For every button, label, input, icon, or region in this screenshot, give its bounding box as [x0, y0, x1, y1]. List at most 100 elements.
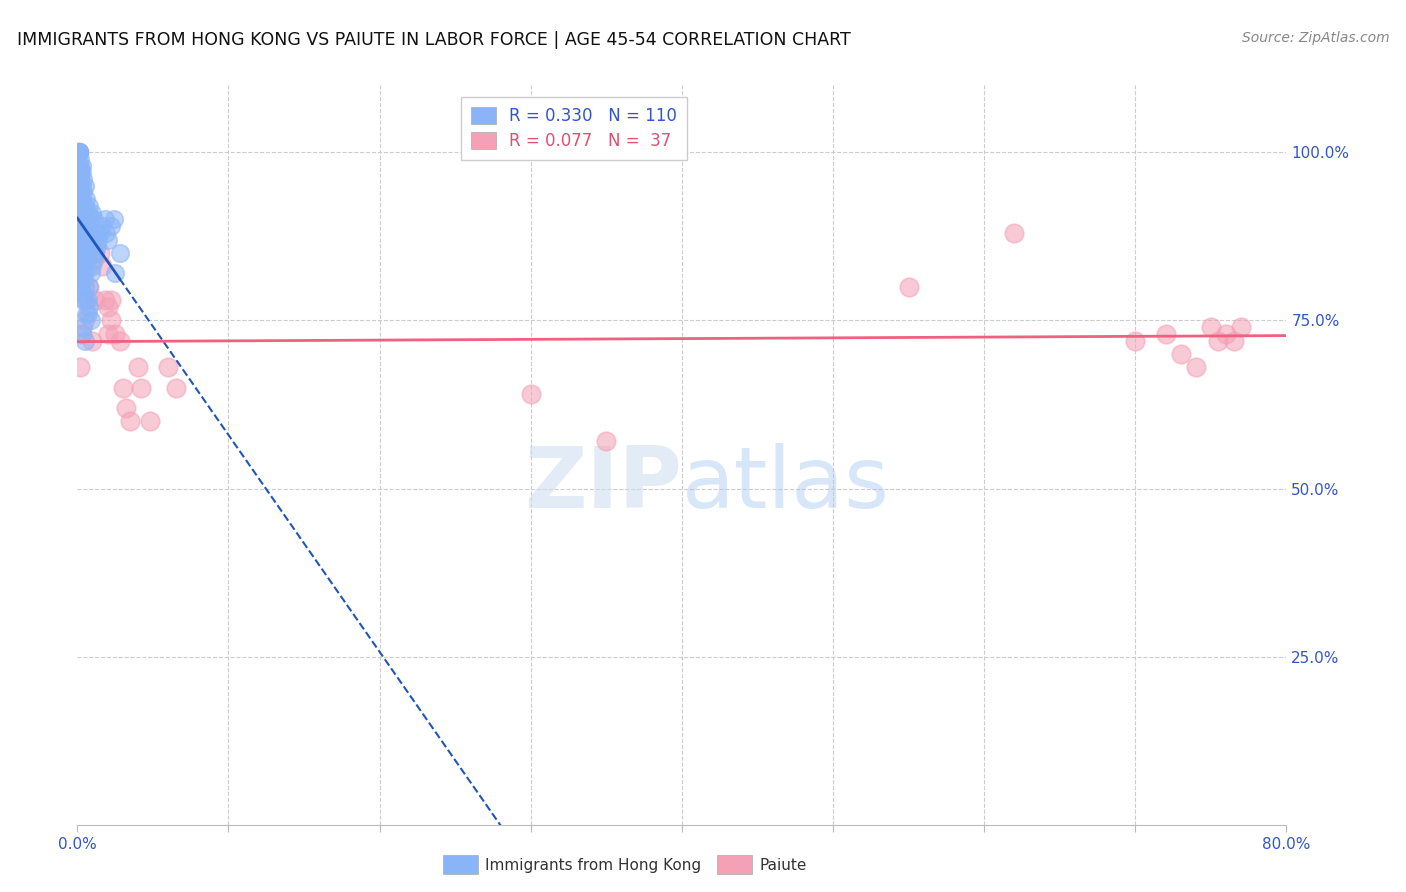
Point: [69, 279, 91, 293]
Point: [1170, 347, 1192, 361]
Point: [70, 252, 93, 267]
Point: [93, 212, 115, 227]
Point: [72, 186, 94, 200]
Point: [77, 226, 100, 240]
Point: [595, 434, 617, 449]
Point: [165, 381, 187, 395]
Point: [80, 313, 103, 327]
Point: [96, 233, 118, 247]
Point: [67, 145, 90, 159]
Point: [1199, 320, 1222, 334]
Point: [70, 192, 93, 206]
Point: [69, 159, 91, 173]
Point: [67, 159, 90, 173]
Point: [77, 307, 100, 321]
Point: [67, 145, 90, 159]
Point: [75, 192, 97, 206]
Point: [72, 226, 94, 240]
Point: [157, 360, 180, 375]
Point: [70, 159, 93, 173]
Point: [108, 334, 131, 348]
Text: IMMIGRANTS FROM HONG KONG VS PAIUTE IN LABOR FORCE | AGE 45-54 CORRELATION CHART: IMMIGRANTS FROM HONG KONG VS PAIUTE IN L…: [17, 31, 851, 49]
Point: [67, 199, 90, 213]
Point: [67, 186, 90, 200]
Point: [67, 145, 90, 159]
Point: [80, 266, 103, 280]
Point: [72, 239, 94, 253]
Point: [69, 246, 91, 260]
Point: [75, 293, 97, 307]
Point: [73, 178, 96, 193]
Point: [75, 233, 97, 247]
Point: [93, 293, 115, 307]
Text: Immigrants from Hong Kong: Immigrants from Hong Kong: [485, 858, 702, 872]
Point: [1154, 326, 1177, 341]
Point: [70, 233, 93, 247]
Point: [96, 300, 118, 314]
Point: [69, 233, 91, 247]
Point: [67, 205, 90, 219]
Point: [72, 286, 94, 301]
Point: [79, 279, 101, 293]
Point: [73, 313, 96, 327]
Point: [69, 226, 91, 240]
Point: [1004, 226, 1026, 240]
Point: [77, 246, 100, 260]
Point: [72, 293, 94, 307]
Point: [72, 212, 94, 227]
Point: [96, 326, 118, 341]
Point: [90, 219, 112, 233]
Point: [100, 313, 122, 327]
Point: [73, 252, 96, 267]
Point: [70, 205, 93, 219]
Point: [72, 273, 94, 287]
Point: [70, 260, 93, 274]
Point: [70, 246, 93, 260]
Point: [69, 205, 91, 219]
Point: [897, 279, 920, 293]
Point: [69, 239, 91, 253]
Point: [86, 239, 108, 253]
Point: [84, 246, 107, 260]
Point: [69, 252, 91, 267]
Point: [139, 414, 162, 428]
Point: [79, 300, 101, 314]
Point: [70, 165, 93, 179]
Point: [67, 165, 90, 179]
Point: [70, 178, 93, 193]
Text: Paiute: Paiute: [759, 858, 807, 872]
Point: [82, 260, 104, 274]
Point: [67, 212, 90, 227]
Point: [67, 192, 90, 206]
Point: [1208, 334, 1230, 348]
Point: [79, 226, 101, 240]
Point: [100, 219, 122, 233]
Point: [69, 273, 91, 287]
Point: [69, 219, 91, 233]
Point: [75, 252, 97, 267]
Point: [108, 246, 131, 260]
Text: ZIP: ZIP: [524, 443, 682, 526]
Legend: R = 0.330   N = 110, R = 0.077   N =  37: R = 0.330 N = 110, R = 0.077 N = 37: [461, 96, 686, 160]
Point: [80, 239, 103, 253]
Point: [79, 199, 101, 213]
Point: [69, 360, 91, 375]
Point: [1222, 334, 1244, 348]
Point: [69, 260, 91, 274]
Point: [72, 199, 94, 213]
Text: atlas: atlas: [682, 443, 890, 526]
Point: [69, 199, 91, 213]
Point: [70, 286, 93, 301]
Point: [73, 199, 96, 213]
Point: [67, 145, 90, 159]
Point: [67, 145, 90, 159]
Point: [69, 192, 91, 206]
Point: [84, 246, 107, 260]
Point: [67, 172, 90, 186]
Point: [89, 246, 111, 260]
Point: [127, 360, 149, 375]
Point: [79, 279, 101, 293]
Point: [73, 233, 96, 247]
Point: [82, 334, 104, 348]
Point: [83, 252, 105, 267]
